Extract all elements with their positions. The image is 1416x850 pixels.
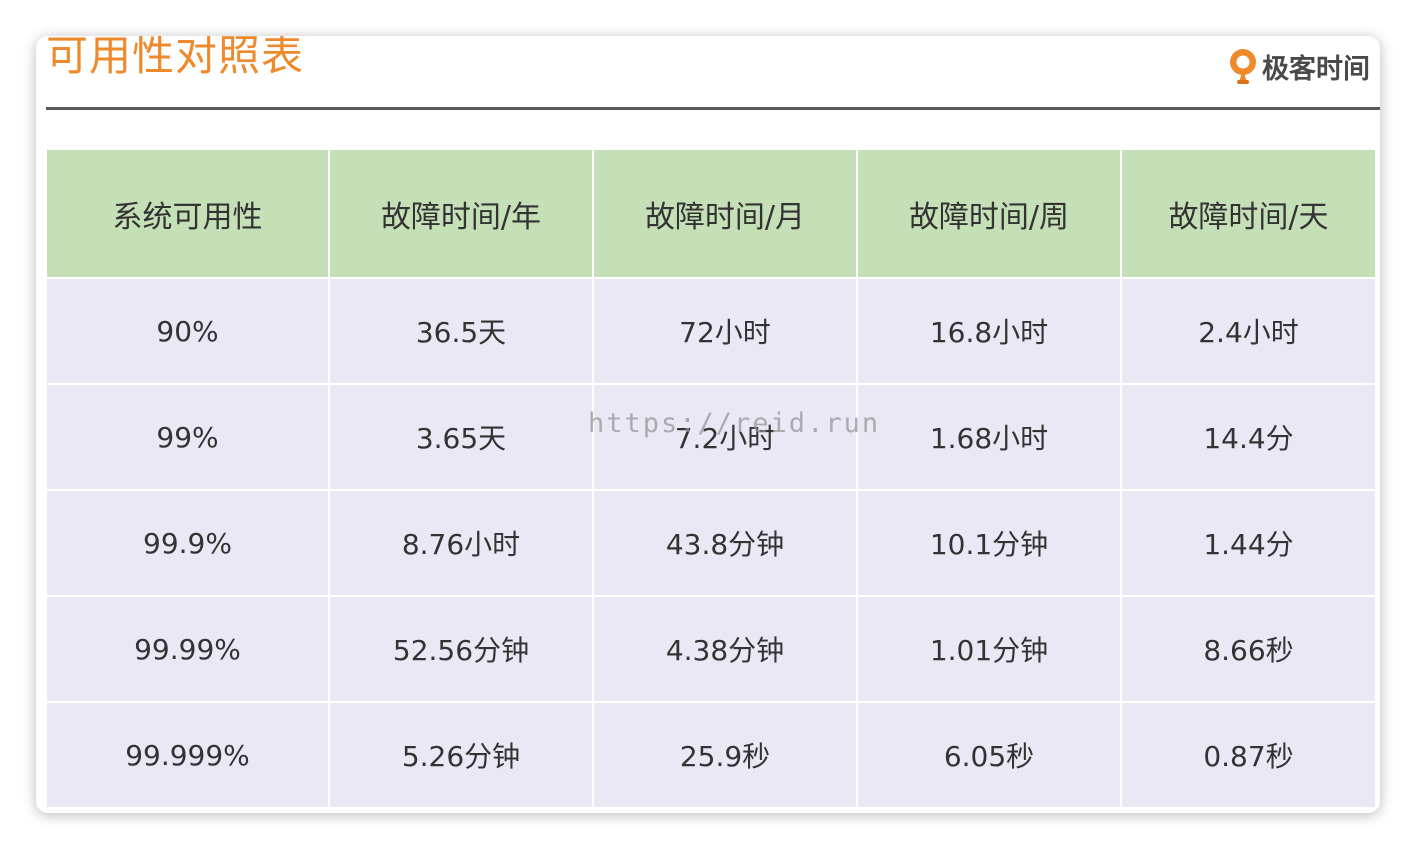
logo-text: 极客时间 bbox=[1262, 53, 1370, 85]
table-row: 99.9% 8.76小时 43.8分钟 10.1分钟 1.44分 bbox=[45, 489, 1377, 597]
table-cell: 10.1分钟 bbox=[856, 489, 1122, 597]
table-cell: 2.4小时 bbox=[1120, 277, 1377, 385]
table-cell: 5.26分钟 bbox=[328, 701, 594, 809]
table-cell: 8.66秒 bbox=[1120, 595, 1377, 703]
table-cell: 4.38分钟 bbox=[592, 595, 858, 703]
logo: 极客时间 bbox=[1226, 46, 1370, 86]
geekbang-logo-icon bbox=[1230, 49, 1256, 84]
column-header: 故障时间/周 bbox=[856, 148, 1122, 279]
table-cell: 99% bbox=[45, 383, 330, 491]
page-title: 可用性对照表 bbox=[46, 36, 305, 80]
table-cell: 1.44分 bbox=[1120, 489, 1377, 597]
table-cell: 25.9秒 bbox=[592, 701, 858, 809]
table-cell: 36.5天 bbox=[328, 277, 594, 385]
table-cell: 8.76小时 bbox=[328, 489, 594, 597]
table-cell: 99.9% bbox=[45, 489, 330, 597]
table-cell: 6.05秒 bbox=[856, 701, 1122, 809]
table-cell: 90% bbox=[45, 277, 330, 385]
slide: 可用性对照表 极客时间 系统可用性 故障时间/年 故障时间/月 故障时间/周 故… bbox=[36, 36, 1380, 813]
table-cell: 99.999% bbox=[45, 701, 330, 809]
table-cell: 16.8小时 bbox=[856, 277, 1122, 385]
column-header: 系统可用性 bbox=[45, 148, 330, 279]
table-header-row: 系统可用性 故障时间/年 故障时间/月 故障时间/周 故障时间/天 bbox=[45, 148, 1377, 279]
column-header: 故障时间/年 bbox=[328, 148, 594, 279]
table-cell: 52.56分钟 bbox=[328, 595, 594, 703]
table-cell: 14.4分 bbox=[1120, 383, 1377, 491]
table-cell: 1.68小时 bbox=[856, 383, 1122, 491]
column-header: 故障时间/天 bbox=[1120, 148, 1377, 279]
availability-table: 系统可用性 故障时间/年 故障时间/月 故障时间/周 故障时间/天 90% 36… bbox=[45, 148, 1377, 809]
column-header: 故障时间/月 bbox=[592, 148, 858, 279]
title-divider bbox=[46, 107, 1380, 110]
table-row: 99.999% 5.26分钟 25.9秒 6.05秒 0.87秒 bbox=[45, 701, 1377, 809]
table-row: 99.99% 52.56分钟 4.38分钟 1.01分钟 8.66秒 bbox=[45, 595, 1377, 703]
table-row: 90% 36.5天 72小时 16.8小时 2.4小时 bbox=[45, 277, 1377, 385]
table-cell: 7.2小时 bbox=[592, 383, 858, 491]
table-cell: 3.65天 bbox=[328, 383, 594, 491]
table-cell: 99.99% bbox=[45, 595, 330, 703]
table-cell: 43.8分钟 bbox=[592, 489, 858, 597]
table-cell: 0.87秒 bbox=[1120, 701, 1377, 809]
table-cell: 72小时 bbox=[592, 277, 858, 385]
table-row: 99% 3.65天 7.2小时 1.68小时 14.4分 bbox=[45, 383, 1377, 491]
table-cell: 1.01分钟 bbox=[856, 595, 1122, 703]
